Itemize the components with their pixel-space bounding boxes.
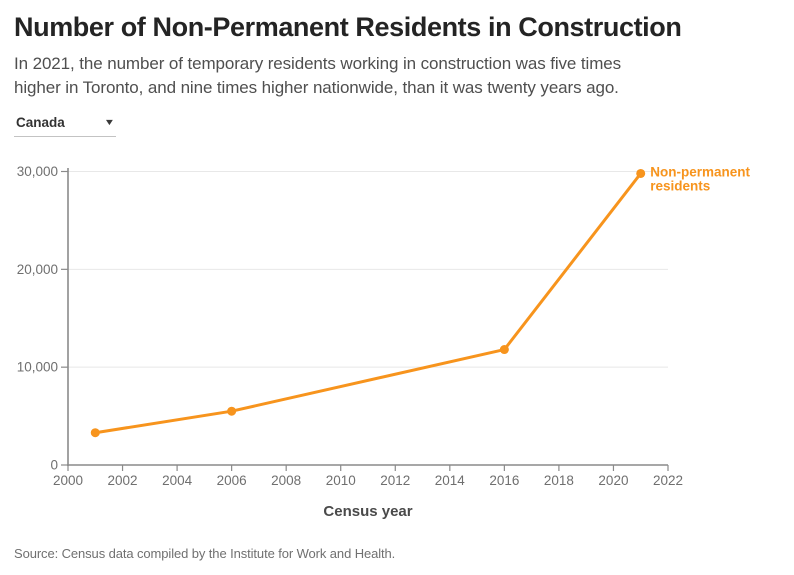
x-axis-tick-label: 2012: [380, 473, 410, 488]
chart-subtitle: In 2021, the number of temporary residen…: [14, 52, 621, 100]
x-axis-tick-label: 2022: [653, 473, 683, 488]
x-axis-title: Census year: [323, 503, 412, 520]
series-label: Non-permanent: [650, 164, 750, 179]
y-axis-tick-label: 0: [50, 458, 58, 473]
region-dropdown[interactable]: Canada ▼: [14, 113, 116, 137]
x-axis-tick-label: 2020: [598, 473, 628, 488]
x-axis-tick-label: 2014: [435, 473, 466, 488]
series-label: residents: [650, 178, 710, 193]
y-axis-tick-label: 10,000: [17, 360, 58, 375]
line-chart: 0 10,000 20,000 30,000 2000 2002 2004 2006 2008 2…: [0, 150, 794, 535]
x-axis-tick-label: 2006: [217, 473, 247, 488]
y-axis-tick-label: 20,000: [17, 262, 58, 277]
data-point[interactable]: [227, 406, 237, 416]
chevron-down-icon: ▼: [103, 117, 116, 127]
data-point[interactable]: [636, 168, 646, 178]
x-axis-tick-label: 2016: [489, 473, 519, 488]
x-axis-tick-label: 2002: [108, 473, 138, 488]
series-line: [93, 171, 643, 435]
chart-subtitle-line2: higher in Toronto, and nine times higher…: [14, 78, 619, 97]
x-axis-tick-label: 2008: [271, 473, 301, 488]
x-axis-tick-label: 2004: [162, 473, 193, 488]
data-point[interactable]: [90, 428, 100, 438]
x-axis-tick-label: 2010: [326, 473, 356, 488]
y-axis-tick-label: 30,000: [17, 164, 58, 179]
chart-title: Number of Non-Permanent Residents in Con…: [14, 12, 682, 42]
x-axis-tick-label: 2018: [544, 473, 574, 488]
region-dropdown-value: Canada: [16, 115, 65, 130]
data-point[interactable]: [499, 345, 509, 355]
chart-subtitle-line1: In 2021, the number of temporary residen…: [14, 54, 622, 73]
line-chart-svg: 0 10,000 20,000 30,000 2000 2002 2004 2006 2008 2…: [17, 164, 751, 520]
x-axis-tick-label: 2000: [53, 473, 83, 488]
source-note: Source: Census data compiled by the Inst…: [14, 546, 396, 561]
